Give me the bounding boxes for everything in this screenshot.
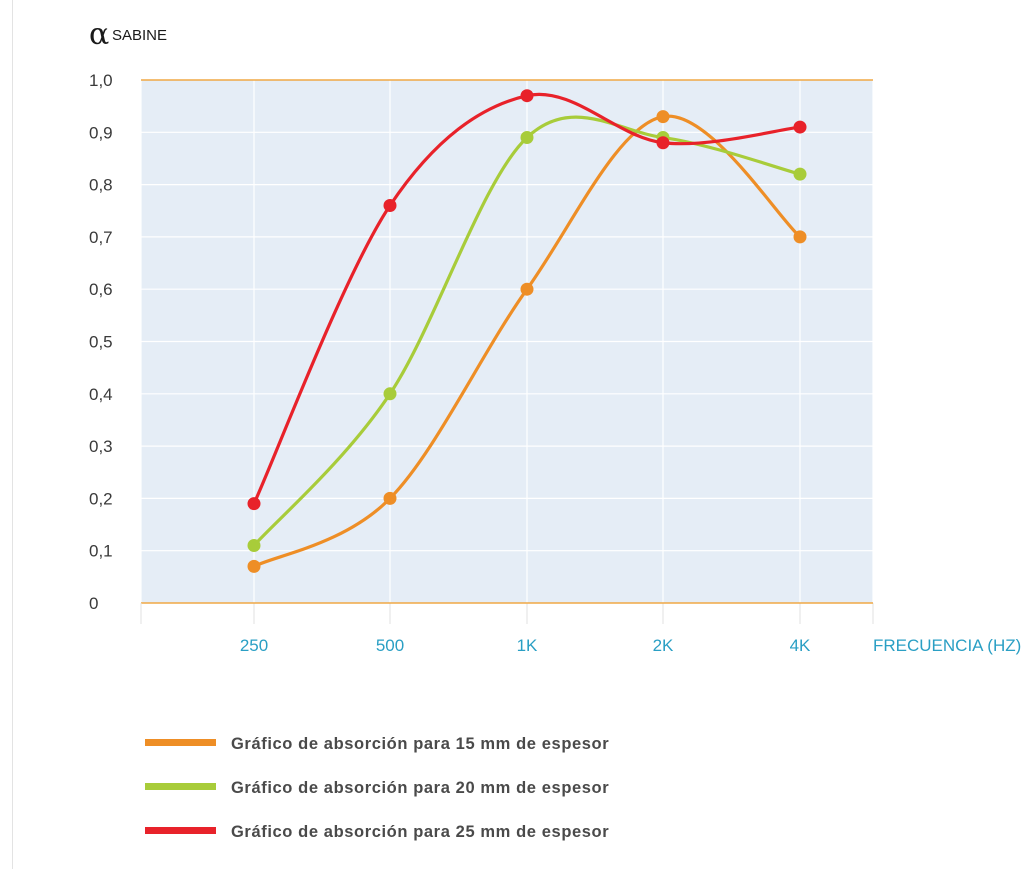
- data-point: [383, 491, 397, 505]
- legend-swatch: [145, 783, 216, 790]
- y-tick-label: 0,4: [89, 385, 113, 404]
- data-point: [520, 282, 534, 296]
- y-tick-label: 1,0: [89, 71, 113, 90]
- data-point: [247, 497, 261, 511]
- y-tick-label: 0,3: [89, 437, 113, 456]
- x-tick-label: 4K: [790, 636, 811, 655]
- legend: Gráfico de absorción para 15 mm de espes…: [145, 735, 609, 841]
- x-tick-label: 500: [376, 636, 404, 655]
- data-point: [383, 199, 397, 213]
- horizontal-gridlines: [141, 131, 873, 552]
- data-point: [793, 230, 807, 244]
- x-tick-label: 250: [240, 636, 268, 655]
- x-axis-label: FRECUENCIA (HZ): [873, 636, 1021, 655]
- y-tick-label: 0,5: [89, 333, 113, 352]
- legend-label: Gráfico de absorción para 25 mm de espes…: [231, 823, 609, 841]
- data-point: [247, 538, 261, 552]
- y-axis-label: SABINE: [112, 27, 167, 44]
- data-point: [656, 110, 670, 124]
- legend-label: Gráfico de absorción para 20 mm de espes…: [231, 779, 609, 797]
- series-line: [252, 92, 802, 506]
- data-point: [793, 167, 807, 181]
- series-line: [252, 115, 802, 548]
- x-tick-label: 2K: [653, 636, 674, 655]
- y-axis-symbol: α: [89, 17, 109, 52]
- x-tick-labels: 250 500 1K 2K 4K: [240, 636, 811, 655]
- data-point: [383, 387, 397, 401]
- y-tick-labels: 0 0,1 0,2 0,3 0,4 0,5 0,6 0,7 0,8 0,9 1,0: [89, 71, 113, 613]
- data-point: [520, 89, 534, 103]
- y-tick-label: 0,6: [89, 280, 113, 299]
- y-tick-label: 0,8: [89, 176, 113, 195]
- data-point: [247, 559, 261, 573]
- legend-swatch: [145, 827, 216, 834]
- y-tick-label: 0,9: [89, 123, 113, 142]
- legend-swatch: [145, 739, 216, 746]
- data-point: [520, 131, 534, 145]
- legend-label: Gráfico de absorción para 15 mm de espes…: [231, 735, 609, 753]
- data-point: [793, 120, 807, 134]
- series-points: [247, 89, 807, 573]
- x-tick-label: 1K: [517, 636, 538, 655]
- data-point: [656, 136, 670, 150]
- y-tick-label: 0,2: [89, 489, 113, 508]
- left-border-line: [12, 0, 13, 869]
- y-tick-label: 0,1: [89, 542, 113, 561]
- y-tick-label: 0,7: [89, 228, 113, 247]
- y-tick-label: 0: [89, 594, 98, 613]
